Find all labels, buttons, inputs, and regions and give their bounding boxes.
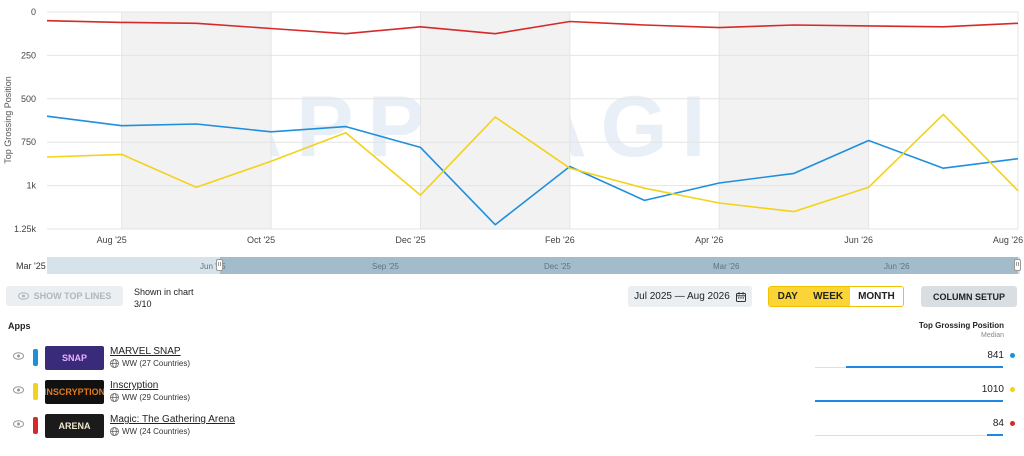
y-tick-label: 0 [31, 7, 36, 17]
series-dot [1010, 353, 1015, 358]
navigator-tick-label: Mar '26 [713, 262, 740, 271]
metric-value: 1010 [981, 384, 1004, 395]
date-range-picker[interactable]: Jul 2025 — Aug 2026 [628, 286, 752, 307]
eye-icon[interactable] [13, 386, 24, 394]
shaded-band [420, 12, 570, 229]
series-color-bar [33, 417, 38, 434]
series-line-0 [46, 19, 1019, 35]
table-row[interactable]: ARENA Magic: The Gathering Arena WW (24 … [0, 411, 1024, 441]
app-region-label: WW (27 Countries) [122, 359, 191, 368]
series-line-1 [46, 115, 1019, 226]
globe-icon [110, 393, 119, 402]
navigator-selected-range[interactable] [220, 257, 1018, 274]
table-row[interactable]: INSCRYPTION Inscryption WW (29 Countries… [0, 377, 1024, 407]
y-tick-label: 500 [21, 94, 36, 104]
series-color-bar [33, 383, 38, 400]
period-week-button[interactable]: WEEK [806, 287, 850, 306]
navigator-tick-label: Jun '25 [200, 262, 226, 271]
series-color-bar [33, 349, 38, 366]
column-setup-button[interactable]: COLUMN SETUP [921, 286, 1017, 307]
eye-icon[interactable] [13, 352, 24, 360]
y-tick-label: 250 [21, 50, 36, 60]
x-tick-label: Feb '26 [545, 235, 575, 245]
app-region: WW (29 Countries) [110, 393, 190, 402]
show-top-lines-button[interactable]: SHOW TOP LINES [6, 286, 123, 306]
eye-icon [17, 292, 29, 300]
app-thumbnail-text: ARENA [58, 421, 91, 431]
app-thumbnail[interactable]: ARENA [45, 414, 104, 438]
period-month-button[interactable]: MONTH [849, 287, 903, 306]
table-row[interactable]: SNAP MARVEL SNAP WW (27 Countries) 841 [0, 343, 1024, 373]
series-dot [1010, 421, 1015, 426]
app-region: WW (24 Countries) [110, 427, 190, 436]
app-thumbnail[interactable]: INSCRYPTION [45, 380, 104, 404]
globe-icon [110, 427, 119, 436]
metric-bar-fill [815, 400, 1003, 402]
app-thumbnail-text: SNAP [61, 353, 87, 363]
metric-bar-fill [846, 366, 1003, 368]
navigator-left-handle[interactable]: ıı [216, 259, 223, 271]
y-tick-label: 1.25k [14, 224, 37, 234]
x-tick-label: Jun '26 [844, 235, 873, 245]
eye-icon[interactable] [13, 420, 24, 428]
x-tick-label: Aug '26 [993, 235, 1023, 245]
app-region: WW (27 Countries) [110, 359, 190, 368]
x-tick-label: Aug '25 [97, 235, 127, 245]
calendar-icon [735, 291, 746, 302]
x-tick-label: Oct '25 [247, 235, 275, 245]
y-tick-label: 750 [21, 137, 36, 147]
series-line-2 [46, 113, 1019, 213]
navigator-right-handle[interactable]: ıı [1014, 259, 1021, 271]
series-dot [1010, 387, 1015, 392]
metric-value: 841 [987, 350, 1004, 361]
metric-bar-track [815, 435, 1003, 436]
shaded-band [719, 12, 869, 229]
shown-in-chart-count: 3/10 [134, 299, 152, 309]
y-axis-title: Top Grossing Position [3, 76, 13, 164]
app-name-link[interactable]: Magic: The Gathering Arena [110, 414, 235, 425]
app-thumbnail[interactable]: SNAP [45, 346, 104, 370]
line-chart[interactable]: 0 250 500 750 1k 1.25k Aug '25 Oct '25 Dec '25 Fe… [0, 0, 1024, 250]
navigator-tick-label: Dec '25 [544, 262, 571, 271]
navigator-start-label: Mar '25 [16, 261, 46, 271]
app-name-link[interactable]: Inscryption [110, 380, 159, 391]
x-tick-label: Dec '25 [395, 235, 425, 245]
apps-column-header[interactable]: Apps [8, 321, 31, 331]
metric-value: 84 [992, 418, 1004, 429]
app-region-label: WW (29 Countries) [122, 393, 191, 402]
period-toggle: DAY WEEK MONTH [768, 286, 904, 307]
date-range-label: Jul 2025 — Aug 2026 [634, 291, 730, 302]
y-tick-label: 1k [26, 181, 36, 191]
app-thumbnail-text: INSCRYPTION [45, 387, 104, 397]
range-navigator[interactable]: Mar '25 Jun '25 Sep '25 Dec '25 Mar '26 Jun … [0, 256, 1024, 276]
metric-column-subheader: Median [981, 332, 1004, 339]
app-region-label: WW (24 Countries) [122, 427, 191, 436]
shaded-band [121, 12, 272, 229]
metric-bar-fill [987, 434, 1003, 436]
navigator-tick-label: Jun '26 [884, 262, 910, 271]
app-name-link[interactable]: MARVEL SNAP [110, 346, 181, 357]
globe-icon [110, 359, 119, 368]
shown-in-chart-caption: Shown in chart [134, 287, 194, 297]
show-top-lines-label: SHOW TOP LINES [33, 291, 112, 301]
x-tick-label: Apr '26 [695, 235, 723, 245]
period-day-button[interactable]: DAY [769, 287, 807, 306]
navigator-tick-label: Sep '25 [372, 262, 399, 271]
metric-column-header[interactable]: Top Grossing Position [918, 321, 1004, 330]
